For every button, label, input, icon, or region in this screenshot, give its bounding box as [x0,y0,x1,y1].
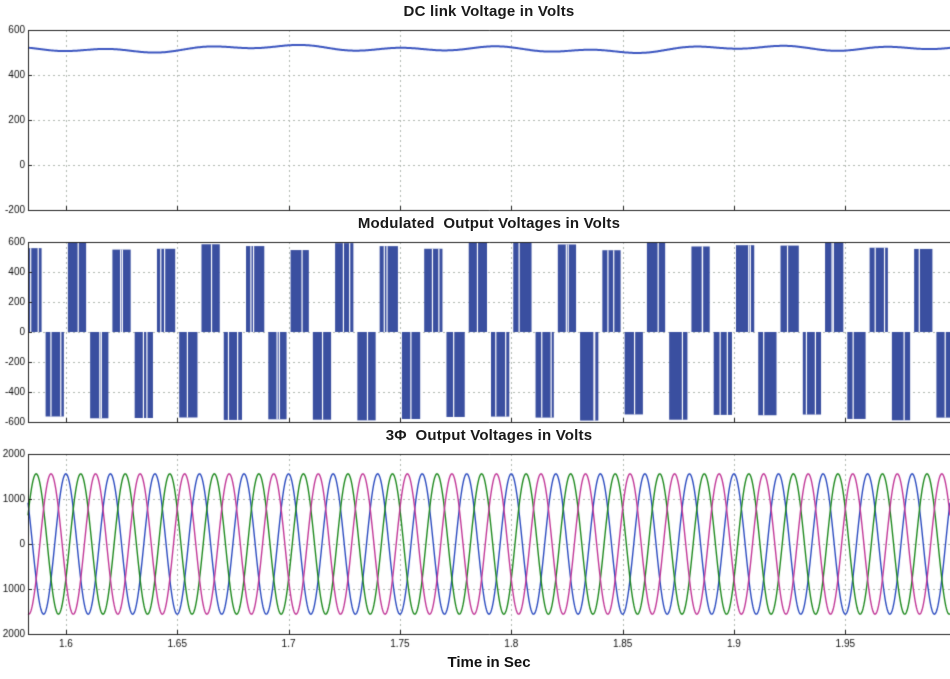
dc-link-plot-canvas [0,24,950,214]
three-phase-output-chart: 3Φ Output Voltages in Volts [0,426,950,652]
modulated-output-title: Modulated Output Voltages in Volts [357,215,621,232]
three-phase-output-title: 3Φ Output Voltages in Volts [385,427,593,444]
x-axis-label: Time in Sec [447,654,531,671]
modulated-output-chart: Modulated Output Voltages in Volts [0,214,950,426]
dc-link-title: DC link Voltage in Volts [403,3,575,20]
modulated-output-plot-canvas [0,236,950,426]
three-phase-output-plot-canvas [0,448,950,652]
dc-link-chart: DC link Voltage in Volts [0,2,950,214]
